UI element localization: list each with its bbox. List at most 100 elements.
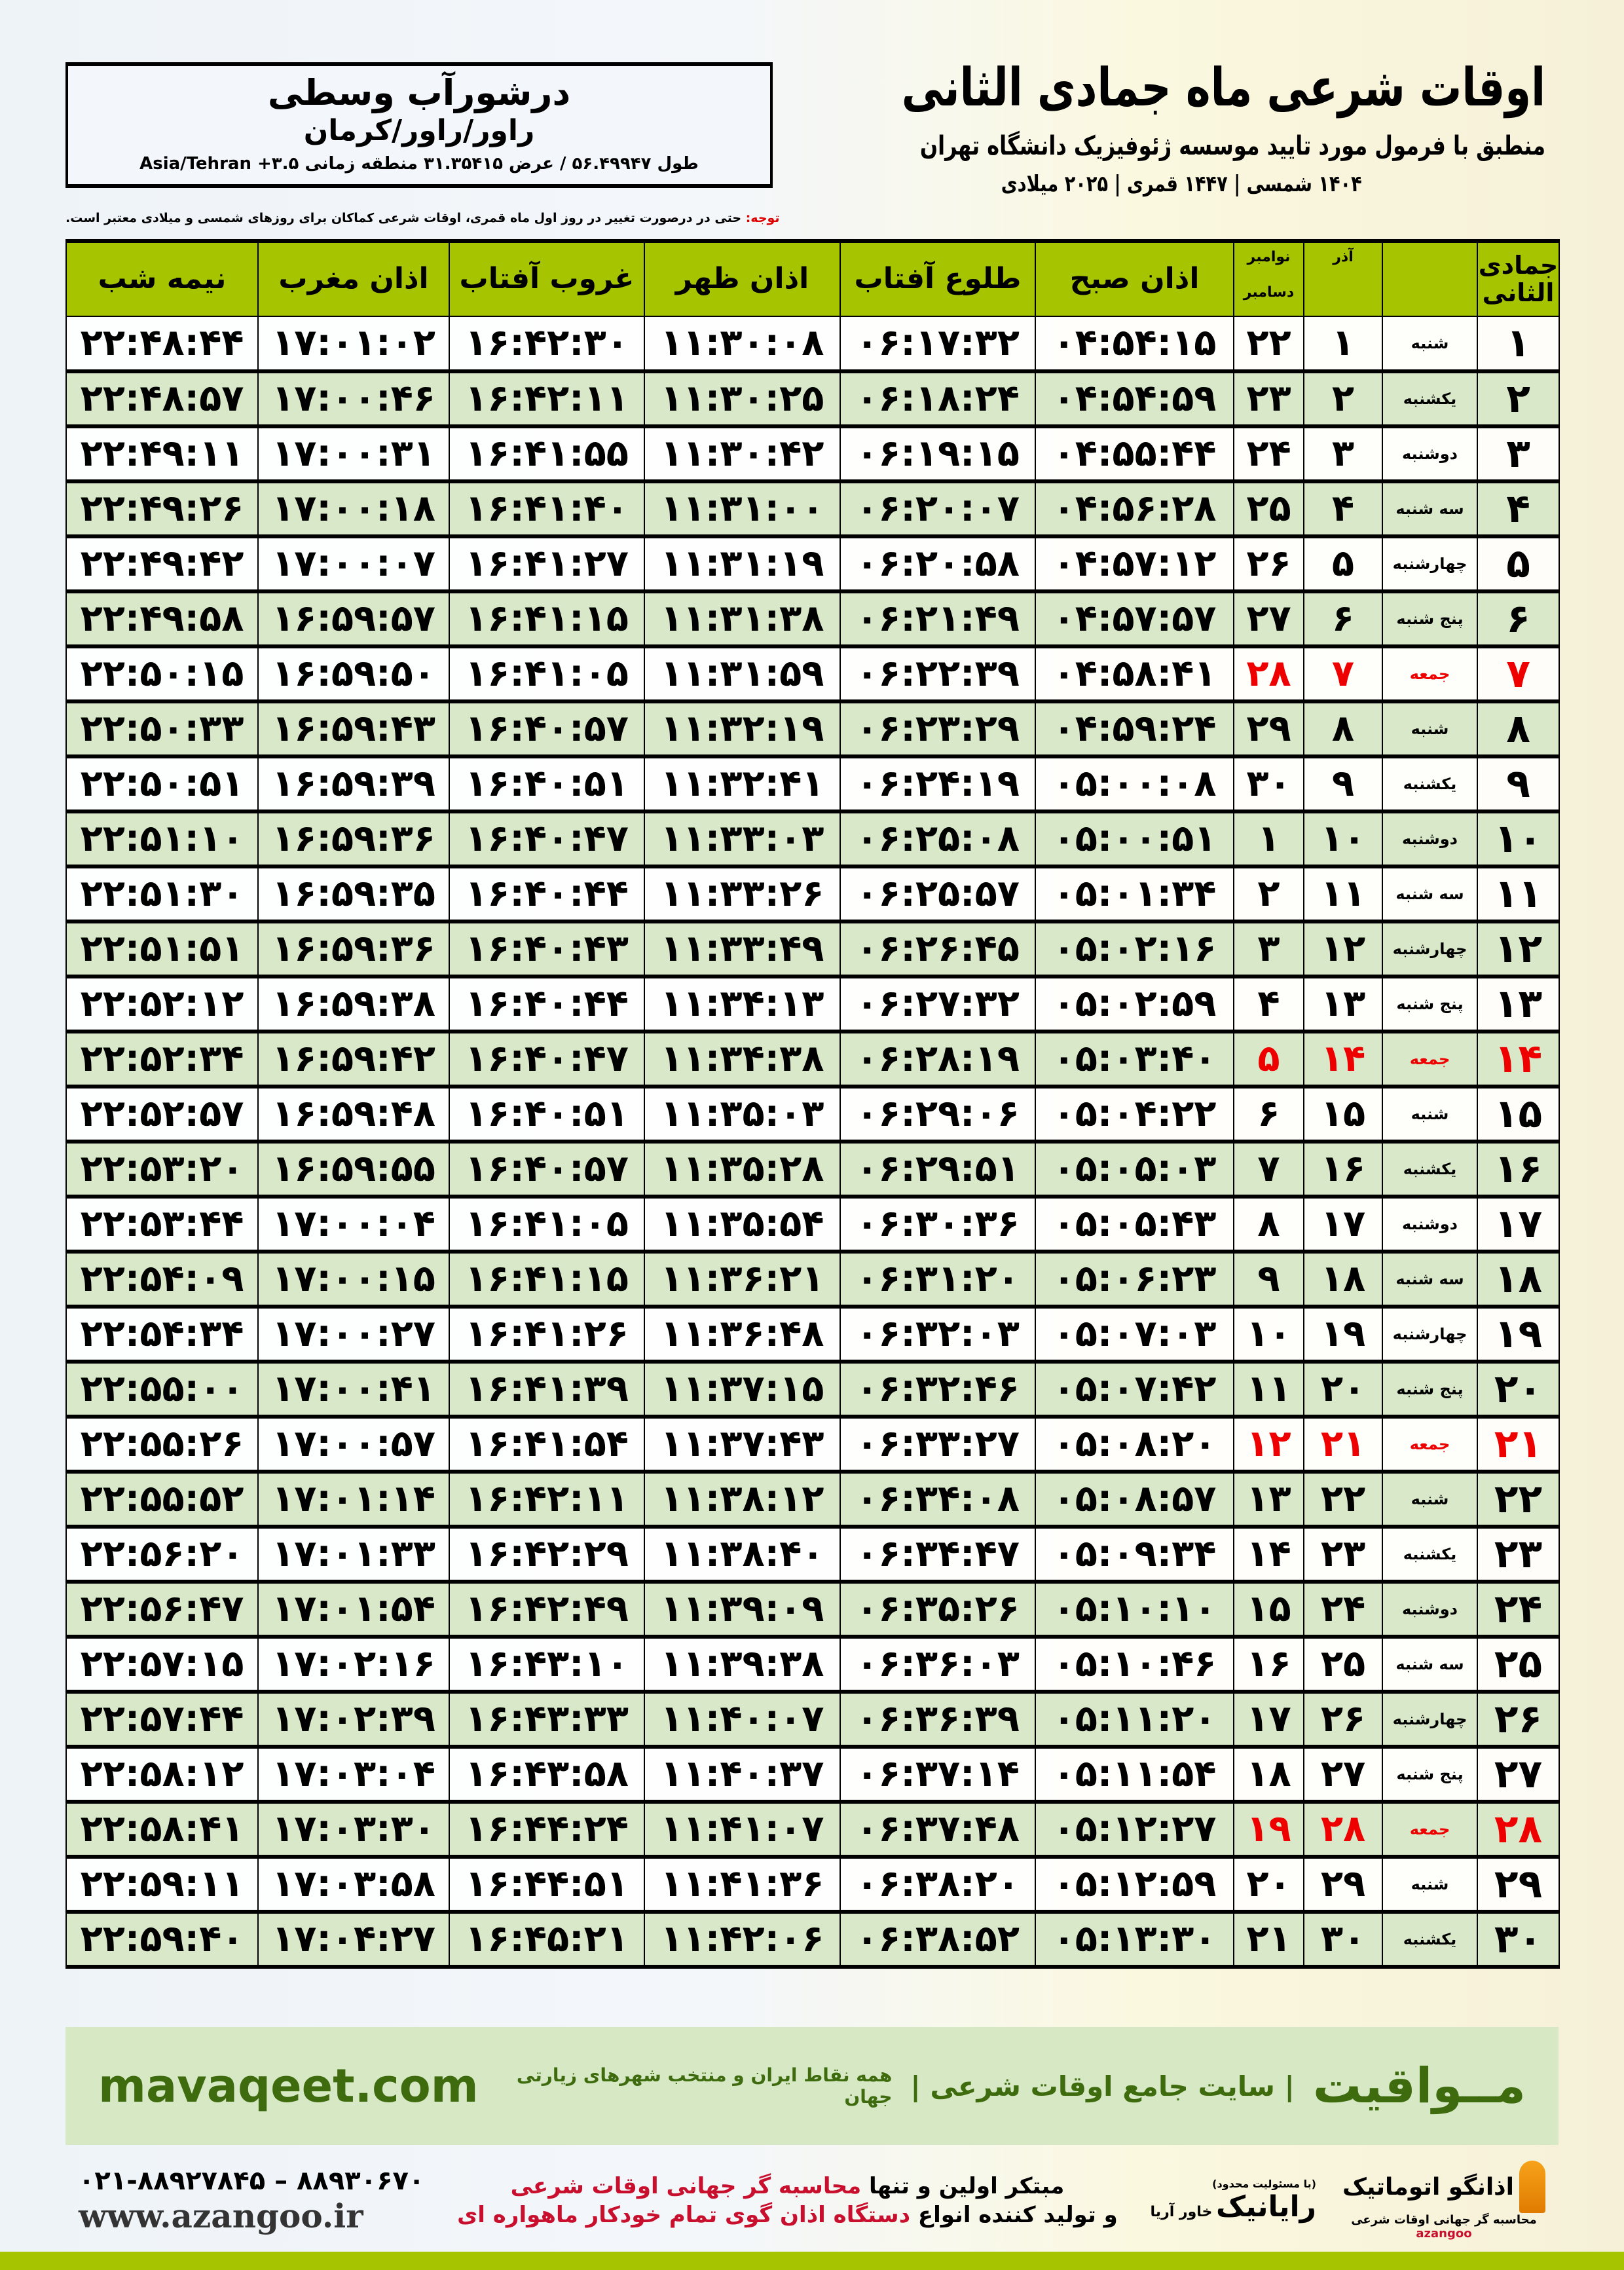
table-row: ۷ جمعه ۷ ۲۸ ۰۴:۵۸:۴۱ ۰۶:۲۲:۳۹ ۱۱:۳۱:۵۹ ۱۶:۴۱:۰۵… [65,646,1560,703]
azangoo-link[interactable]: www.azangoo.ir [79,2197,363,2235]
hijri-day-cell: ۱۶ [1477,1141,1560,1199]
midnight-cell: ۲۲:۵۶:۲۰ [65,1526,259,1584]
fajr-cell: ۰۵:۰۸:۵۷ [1035,1471,1234,1529]
fajr-cell: ۰۵:۰۶:۲۳ [1035,1251,1234,1309]
azar-day-cell: ۱۳ [1303,976,1383,1033]
greg-day-cell: ۲۵ [1233,481,1304,538]
fajr-cell: ۰۵:۰۵:۴۳ [1035,1196,1234,1254]
hijri-day-cell: ۱۱ [1477,866,1560,923]
weekday-cell: جمعه [1382,1031,1478,1088]
maghrib-cell: ۱۶:۵۹:۳۶ [257,921,450,978]
greg-day-cell: ۶ [1233,1086,1304,1144]
dhuhr-cell: ۱۱:۳۸:۱۲ [644,1471,841,1529]
maghrib-cell: ۱۶:۵۹:۳۸ [257,976,450,1033]
dhuhr-cell: ۱۱:۳۱:۰۰ [644,481,841,538]
promo-line-1: مبتکر اولین و تنها محاسبه گر جهانی اوقات… [451,2172,1124,2201]
hijri-day-cell: ۱۴ [1477,1031,1560,1088]
hijri-day-cell: ۱۹ [1477,1306,1560,1364]
hijri-day-cell: ۳۰ [1477,1911,1560,1969]
fajr-cell: ۰۵:۰۰:۰۸ [1035,756,1234,813]
greg-day-cell: ۱۶ [1233,1636,1304,1694]
greg-day-cell: ۱۵ [1233,1581,1304,1639]
maghrib-cell: ۱۶:۵۹:۴۸ [257,1086,450,1144]
hijri-day-cell: ۱۳ [1477,976,1560,1033]
greg-day-cell: ۲۱ [1233,1911,1304,1969]
site-link[interactable]: mavaqeet.com [98,2059,479,2113]
greg-day-cell: ۱۱ [1233,1361,1304,1419]
sunset-cell: ۱۶:۴۱:۱۵ [449,591,645,648]
maghrib-cell: ۱۶:۵۹:۵۰ [257,646,450,703]
weekday-cell: سه شنبه [1382,1251,1478,1309]
sunrise-cell: ۰۶:۱۸:۲۴ [840,371,1036,428]
sunset-cell: ۱۶:۴۱:۲۷ [449,536,645,593]
midnight-cell: ۲۲:۵۱:۱۰ [65,811,259,868]
maghrib-cell: ۱۷:۰۰:۵۷ [257,1416,450,1474]
maghrib-cell: ۱۷:۰۱:۰۲ [257,316,450,373]
dhuhr-cell: ۱۱:۴۱:۰۷ [644,1801,841,1859]
credits-row: اذانگو اتوماتیک محاسبه گر جهانی اوقات شر… [65,2155,1559,2246]
hijri-day-cell: ۲۲ [1477,1471,1560,1529]
hijri-day-cell: ۲۰ [1477,1361,1560,1419]
weekday-cell: دوشنبه [1382,1581,1478,1639]
hijri-day-cell: ۱۷ [1477,1196,1560,1254]
azangoo-name: اذانگو اتوماتیک [1342,2173,1514,2201]
sunrise-cell: ۰۶:۳۱:۲۰ [840,1251,1036,1309]
greg-day-cell: ۹ [1233,1251,1304,1309]
greg-day-cell: ۱۸ [1233,1746,1304,1804]
rayanik-sub: خاور آریا [1150,2204,1213,2220]
greg-day-cell: ۲ [1233,866,1304,923]
fajr-cell: ۰۵:۰۰:۵۱ [1035,811,1234,868]
weekday-cell: جمعه [1382,646,1478,703]
maghrib-cell: ۱۷:۰۰:۱۵ [257,1251,450,1309]
table-row: ۱۳ پنج شنبه ۱۳ ۴ ۰۵:۰۲:۵۹ ۰۶:۲۷:۳۲ ۱۱:۳۴:۱۳ ۱۶:… [65,976,1560,1033]
table-row: ۱۹ چهارشنبه ۱۹ ۱۰ ۰۵:۰۷:۰۳ ۰۶:۳۲:۰۳ ۱۱:۳۶:۴۸ ۱۶… [65,1306,1560,1364]
maghrib-cell: ۱۷:۰۲:۳۹ [257,1691,450,1749]
azar-day-cell: ۲۹ [1303,1856,1383,1914]
greg-day-cell: ۱۳ [1233,1471,1304,1529]
greg-day-cell: ۸ [1233,1196,1304,1254]
midnight-cell: ۲۲:۵۵:۰۰ [65,1361,259,1419]
table-row: ۸ شنبه ۸ ۲۹ ۰۴:۵۹:۲۴ ۰۶:۲۳:۲۹ ۱۱:۳۲:۱۹ ۱۶:۴۰:۵۷… [65,701,1560,758]
midnight-cell: ۲۲:۵۳:۴۴ [65,1196,259,1254]
dhuhr-cell: ۱۱:۴۰:۰۷ [644,1691,841,1749]
sunset-cell: ۱۶:۴۰:۴۳ [449,921,645,978]
fajr-cell: ۰۵:۰۵:۰۳ [1035,1141,1234,1199]
hijri-day-cell: ۲ [1477,371,1560,428]
table-row: ۹ یکشنبه ۹ ۳۰ ۰۵:۰۰:۰۸ ۰۶:۲۴:۱۹ ۱۱:۳۲:۴۱ ۱۶:۴۰:… [65,756,1560,813]
maghrib-cell: ۱۷:۰۲:۱۶ [257,1636,450,1694]
maghrib-cell: ۱۶:۵۹:۳۵ [257,866,450,923]
sunrise-cell: ۰۶:۳۸:۵۲ [840,1911,1036,1969]
col-midnight: نیمه شب [65,239,259,317]
midnight-cell: ۲۲:۵۵:۲۶ [65,1416,259,1474]
azar-day-cell: ۲۳ [1303,1526,1383,1584]
dhuhr-cell: ۱۱:۳۵:۵۴ [644,1196,841,1254]
midnight-cell: ۲۲:۵۴:۳۴ [65,1306,259,1364]
greg-day-cell: ۷ [1233,1141,1304,1199]
weekday-cell: چهارشنبه [1382,536,1478,593]
midnight-cell: ۲۲:۴۸:۴۴ [65,316,259,373]
azangoo-en: azangoo [1416,2227,1472,2241]
maghrib-cell: ۱۶:۵۹:۵۵ [257,1141,450,1199]
fajr-cell: ۰۴:۵۹:۲۴ [1035,701,1234,758]
greg-day-cell: ۲۴ [1233,426,1304,483]
table-header: جمادی الثانی آذر نوامبر دسامبر اذان صبح ط… [65,239,1560,317]
maghrib-cell: ۱۷:۰۱:۵۴ [257,1581,450,1639]
col-sunrise: طلوع آفتاب [840,239,1036,317]
midnight-cell: ۲۲:۴۸:۵۷ [65,371,259,428]
midnight-cell: ۲۲:۵۲:۳۴ [65,1031,259,1088]
azar-day-cell: ۲۱ [1303,1416,1383,1474]
midnight-cell: ۲۲:۵۵:۵۲ [65,1471,259,1529]
greg-day-cell: ۱۹ [1233,1801,1304,1859]
table-row: ۱۵ شنبه ۱۵ ۶ ۰۵:۰۴:۲۲ ۰۶:۲۹:۰۶ ۱۱:۳۵:۰۳ ۱۶:۴۰:۵… [65,1086,1560,1144]
greg-day-cell: ۱۰ [1233,1306,1304,1364]
hijri-day-cell: ۳ [1477,426,1560,483]
fajr-cell: ۰۴:۵۵:۴۴ [1035,426,1234,483]
midnight-cell: ۲۲:۵۰:۵۱ [65,756,259,813]
table-row: ۱۴ جمعه ۱۴ ۵ ۰۵:۰۳:۴۰ ۰۶:۲۸:۱۹ ۱۱:۳۴:۳۸ ۱۶:۴۰:۴… [65,1031,1560,1088]
fajr-cell: ۰۴:۵۶:۲۸ [1035,481,1234,538]
sunrise-cell: ۰۶:۲۱:۴۹ [840,591,1036,648]
table-row: ۲۴ دوشنبه ۲۴ ۱۵ ۰۵:۱۰:۱۰ ۰۶:۳۵:۲۶ ۱۱:۳۹:۰۹ ۱۶:۴… [65,1581,1560,1639]
midnight-cell: ۲۲:۵۷:۱۵ [65,1636,259,1694]
rayanik-note: (با مسئولیت محدود) [1212,2178,1316,2190]
sunrise-cell: ۰۶:۲۴:۱۹ [840,756,1036,813]
